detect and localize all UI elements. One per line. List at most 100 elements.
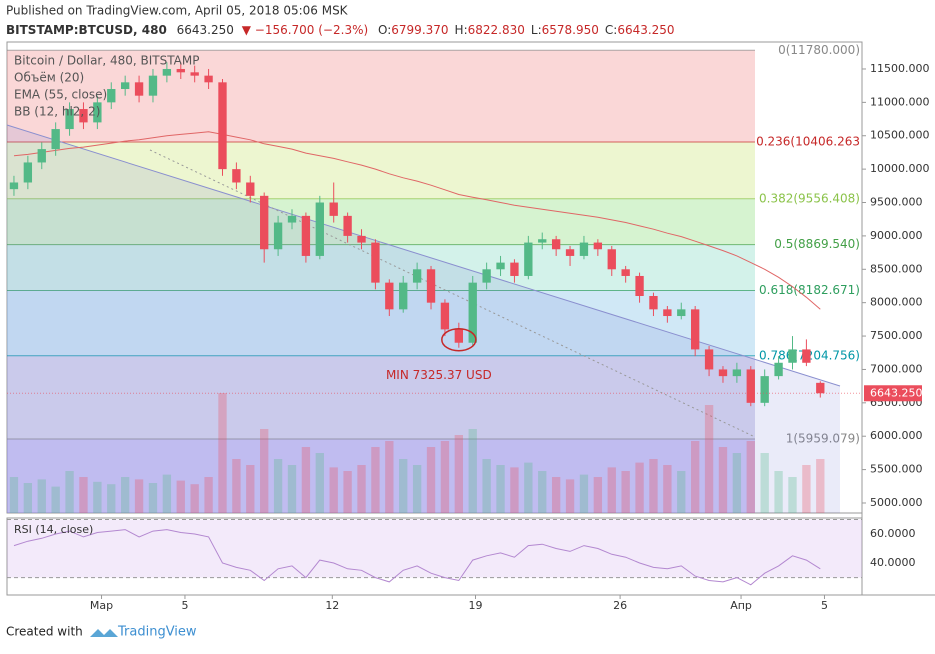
candle-body [357,235,366,243]
last-price-label: 6643.250 [870,386,923,399]
candle-body [93,102,102,123]
volume-bar [510,467,519,513]
volume-bar [524,462,533,513]
tv-logo [90,629,118,637]
volume-bar [538,471,547,513]
volume-bar [774,471,783,513]
candle-body [287,215,297,223]
candle-body [621,269,630,276]
y-tick-label: 7000.000 [870,362,923,375]
fib-label: 0.382(9556.408) [759,191,860,205]
legend-entry: Bitcoin / Dollar, 480, BITSTAMP [14,54,199,68]
candle-body [218,82,227,170]
volume-bar [426,447,436,513]
volume-bar [816,459,825,513]
volume-bar [315,453,324,513]
candle-body [9,182,19,190]
volume-bar [677,471,686,513]
candle-body [802,349,811,363]
volume-bar [232,459,241,513]
volume-bar [732,453,742,513]
candle-body [788,349,797,363]
x-tick-label: 19 [469,599,483,612]
volume-bar [691,441,700,513]
candle-body [607,249,616,270]
rsi-tick-label: 60.0000 [870,527,916,540]
candle-body [371,242,380,283]
volume-bar [23,483,33,513]
candle-body [399,282,408,310]
min-label: MIN 7325.37 USD [386,368,492,382]
published: Published on TradingView.com, April 05, … [6,4,349,18]
volume-bar [565,479,575,513]
last: 6643.250 [177,23,234,37]
candle-body [691,309,700,350]
volume-bar [663,465,672,513]
dotted-line [149,149,756,438]
plot-layer: 0(11780.000) 0.236(10406.263 0.382(9556.40… [6,43,930,612]
rsi-line [13,529,821,586]
trend-line [6,124,841,387]
volume-bar [579,474,589,513]
candle-body [468,282,477,343]
volume-bar [399,459,408,513]
candle-body [121,82,130,90]
min-marker [441,327,477,352]
change: ▼ −156.700 (−2.3%) [242,23,368,37]
candle-body [704,349,714,370]
y-tick-label: 11500.000 [870,62,930,75]
x-tick-label: 12 [325,599,339,612]
candle-body [593,242,603,250]
rsi-band [7,519,862,578]
volume-bar [760,453,769,513]
volume-bar [371,447,380,513]
candle-body [746,369,755,403]
y-tick-label: 6000.000 [870,429,923,442]
symbol: BITSTAMP:BTCUSD, 480 [6,23,167,37]
candle-body [37,149,46,163]
candle-body [23,162,33,183]
volume-bar [260,429,269,513]
candle-body [412,269,422,283]
x-tick-label: Мар [90,599,113,612]
volume-bar [9,477,19,513]
volume-bar [468,429,477,513]
x-tick-label: 26 [613,599,627,612]
volume-bar [746,441,755,513]
y-tick-label: 9000.000 [870,229,923,242]
ohlc-key: H: [455,23,468,37]
fib-zone [7,50,755,143]
candle-body [760,376,769,403]
volume-bar [107,484,116,513]
ohlc-value: 6799.370 [391,23,448,37]
fib-zone [7,355,755,439]
volume-bar [134,479,144,513]
brand[interactable]: TradingView [117,625,197,640]
candle-body [343,215,352,236]
volume-bar [593,477,603,513]
x-tick-label: 5 [181,599,188,612]
y-tick-label: 10000.000 [870,162,930,175]
candle-body [510,262,519,276]
volume-bar [287,465,297,513]
fib-label: 0.618(8182.671) [759,283,860,297]
candle-body [51,129,60,150]
volume-bar [649,459,658,513]
volume-bar [621,471,630,513]
fib-label: 0.5(8869.540) [774,237,860,251]
ohlc-value: 6578.950 [542,23,599,37]
volume-bar [343,471,352,513]
candle-body [732,369,742,377]
candle-body [551,239,561,250]
candle-body [649,295,658,310]
candle-body [232,169,241,183]
candle-body [134,82,144,96]
candle-body [565,249,575,256]
candle-body [635,275,644,296]
candle-body [260,195,269,250]
fib-label: 0(11780.000) [778,43,860,57]
candle-body [816,382,825,394]
fib-zone [7,142,755,199]
volume-bar [496,465,505,513]
